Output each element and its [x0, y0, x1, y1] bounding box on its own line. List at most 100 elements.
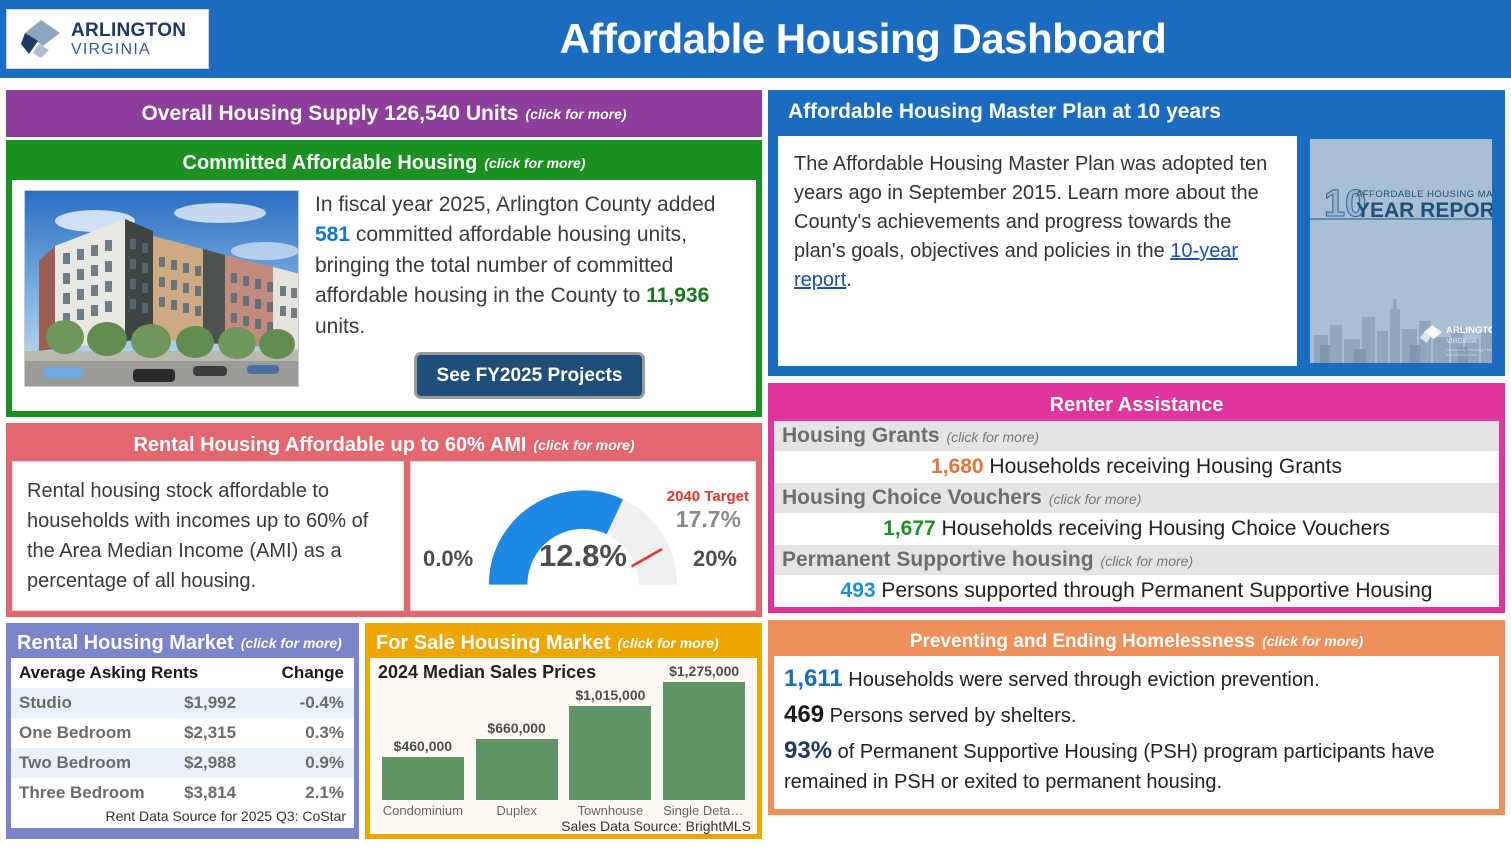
bar	[381, 757, 464, 801]
ami-description: Rental housing stock affordable to house…	[12, 461, 404, 612]
renter-assistance-value-row: 493 Persons supported through Permanent …	[774, 575, 1499, 607]
shelter-text: Persons served by shelters.	[824, 705, 1077, 728]
gauge-target-caption: 2040 Target	[666, 488, 749, 506]
table-row: One Bedroom $2,315 0.3%	[11, 718, 354, 748]
psh-text: Persons supported through Permanent Supp…	[875, 579, 1433, 602]
eviction-prevention-count: 1,611	[784, 665, 843, 692]
housing-grants-count: 1,680	[931, 455, 984, 478]
bar-group: $460,000	[381, 738, 464, 801]
category-label: Duplex	[496, 803, 537, 819]
renter-assistance-header: Renter Assistance	[774, 389, 1499, 421]
svg-text:YEAR REPORT: YEAR REPORT	[1356, 199, 1492, 222]
renter-assistance-panel: Renter Assistance Housing Grants (click …	[768, 383, 1505, 613]
click-for-more-ami: (click for more)	[533, 437, 635, 454]
row-type: Two Bedroom	[11, 748, 183, 779]
bar-group: $1,275,000	[663, 663, 746, 801]
row-rent: $3,814	[184, 783, 237, 803]
renter-assistance-value-row: 1,677 Households receiving Housing Choic…	[774, 513, 1499, 545]
for-sale-housing-market-panel: For Sale Housing Market (click for more)…	[365, 623, 762, 840]
row-rent: $2,988	[182, 748, 256, 779]
homelessness-line: 469 Persons served by shelters.	[784, 698, 1489, 732]
apartment-building-photo	[24, 190, 299, 387]
homelessness-line: 1,611 Households were served through evi…	[784, 662, 1489, 696]
psh-count: 493	[840, 579, 876, 602]
master-plan-text: The Affordable Housing Master Plan was a…	[778, 136, 1297, 366]
col-header-rents: Average Asking Rents	[19, 663, 199, 683]
master-plan-text-after: .	[846, 269, 852, 291]
overall-housing-supply-header[interactable]: Overall Housing Supply 126,540 Units (cl…	[6, 90, 762, 137]
psh-retention-percent: 93%	[784, 737, 833, 765]
table-header-row: Average Asking Rents Change	[11, 658, 354, 688]
top-banner: ARLINGTON VIRGINIA Affordable Housing Da…	[0, 0, 1511, 78]
subheader-label: Permanent Supportive housing	[782, 548, 1094, 571]
housing-grants-text: Households receiving Housing Grants	[983, 455, 1342, 478]
for-sale-header[interactable]: For Sale Housing Market (click for more)	[370, 628, 757, 658]
arlington-diamond-icon	[19, 17, 63, 61]
bar-group: $1,015,000	[569, 687, 652, 801]
bar	[475, 739, 558, 801]
row-type: Three Bedroom	[19, 783, 145, 803]
committed-added-value: 581	[315, 223, 351, 247]
ten-year-report-cover-image[interactable]: 10 AFFORDABLE HOUSING MASTER PLAN YEAR R…	[1307, 136, 1495, 366]
see-fy2025-projects-button[interactable]: See FY2025 Projects	[413, 352, 646, 400]
committed-text-2: committed affordable housing units, brin…	[315, 223, 688, 308]
rental-market-header[interactable]: Rental Housing Market (click for more)	[11, 628, 354, 658]
vouchers-count: 1,677	[883, 517, 936, 540]
ten-year-report-link[interactable]: 10-year report	[794, 240, 1239, 291]
bar-value-label: $460,000	[393, 738, 453, 755]
subheader-label: Housing Grants	[782, 424, 940, 447]
page-title: Affordable Housing Dashboard	[559, 15, 1167, 62]
psh-retention-text: of Permanent Supportive Housing (PSH) pr…	[784, 741, 1435, 794]
bar-value-label: $1,015,000	[575, 687, 646, 704]
committed-text-1: In fiscal year 2025, Arlington County ad…	[315, 193, 716, 216]
renter-assistance-subheader-housing-grants[interactable]: Housing Grants (click for more)	[774, 421, 1499, 451]
homelessness-title: Preventing and Ending Homelessness	[909, 630, 1256, 652]
renter-assistance-subheader-housing-choice-vouchers[interactable]: Housing Choice Vouchers (click for more)	[774, 483, 1499, 513]
row-type: Studio	[11, 688, 183, 719]
master-plan-text-before: The Affordable Housing Master Plan was a…	[794, 153, 1268, 262]
master-plan-title: Affordable Housing Master Plan at 10 yea…	[788, 100, 1221, 123]
click-for-more-committed: (click for more)	[484, 155, 586, 171]
committed-header[interactable]: Committed Affordable Housing (click for …	[12, 146, 756, 180]
chart-bars: $460,000 $660,000 $1,015,000 $1,275	[370, 663, 757, 801]
homelessness-header[interactable]: Preventing and Ending Homelessness (clic…	[774, 626, 1499, 656]
shelter-count: 469	[784, 701, 825, 729]
gauge-min-label: 0.0%	[423, 546, 474, 572]
committed-description: In fiscal year 2025, Arlington County ad…	[299, 190, 744, 400]
click-for-more-housing-grants: (click for more)	[946, 429, 1040, 445]
eviction-prevention-text: Households were served through eviction …	[842, 669, 1320, 691]
vouchers-text: Households receiving Housing Choice Vouc…	[935, 517, 1390, 540]
right-column: Affordable Housing Master Plan at 10 yea…	[768, 90, 1505, 815]
ami-gauge: 0.0% 20% 12.8% 2040 Target 17.7%	[410, 461, 756, 612]
svg-text:VIRGINIA: VIRGINIA	[1446, 338, 1477, 345]
click-for-more-vouchers: (click for more)	[1048, 491, 1142, 507]
click-for-more-supply: (click for more)	[525, 105, 627, 122]
svg-text:and Development: and Development	[1446, 352, 1478, 357]
category-label: Condominium	[382, 803, 463, 819]
committed-text-3: units.	[315, 314, 366, 338]
committed-affordable-housing-panel: Committed Affordable Housing (click for …	[6, 140, 762, 418]
gauge-target-value: 17.7%	[675, 506, 741, 533]
row-type: One Bedroom	[19, 723, 132, 743]
arlington-logo[interactable]: ARLINGTON VIRGINIA	[6, 9, 209, 69]
master-plan-panel: Affordable Housing Master Plan at 10 yea…	[768, 90, 1505, 376]
left-bottom-row: Rental Housing Market (click for more) A…	[6, 623, 762, 840]
svg-text:Community Planning, Housing: Community Planning, Housing	[1446, 347, 1492, 352]
logo-line2: VIRGINIA	[71, 40, 151, 58]
sales-data-source: Sales Data Source: BrightMLS	[561, 818, 751, 835]
bar-value-label: $660,000	[487, 720, 546, 737]
category-label: Townhouse	[577, 803, 644, 819]
table-row: Three Bedroom $3,814 2.1%	[11, 778, 354, 808]
rental-market-title: Rental Housing Market	[17, 632, 234, 655]
table-row: Two Bedroom $2,988 0.9%	[11, 748, 354, 779]
row-rent: $2,315	[184, 723, 237, 743]
rental-housing-market-panel: Rental Housing Market (click for more) A…	[6, 623, 359, 840]
bar-group: $660,000	[475, 720, 558, 801]
click-for-more-psh: (click for more)	[1100, 553, 1194, 569]
ami-header[interactable]: Rental Housing Affordable up to 60% AMI …	[12, 429, 756, 461]
click-for-more-homelessness: (click for more)	[1262, 633, 1364, 649]
rent-data-source: Rent Data Source for 2025 Q3: CoStar	[11, 808, 354, 829]
click-for-more-for-sale: (click for more)	[617, 635, 719, 652]
renter-assistance-subheader-permanent-supportive-housing[interactable]: Permanent Supportive housing (click for …	[774, 545, 1499, 575]
